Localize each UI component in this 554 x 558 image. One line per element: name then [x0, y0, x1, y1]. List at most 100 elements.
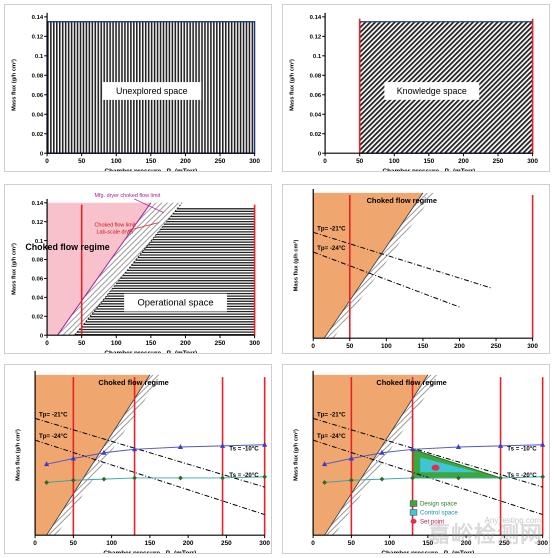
series-point-ts20 — [379, 476, 385, 482]
series-point-ts20 — [540, 474, 546, 480]
y-tick-label: 0.1 — [35, 54, 44, 60]
y-tick-label: 0.1 — [35, 239, 44, 245]
label-box — [102, 82, 202, 100]
y-axis-label: Mass flux (g/h cm²) — [292, 240, 299, 292]
series-label-ts: Ts = -20°C — [507, 472, 537, 479]
series-label-tp: Tp= -24°C — [317, 245, 346, 252]
label-choked: Choked flow regime — [376, 378, 446, 387]
series-line-tp — [313, 251, 460, 308]
series-point-ts20 — [178, 475, 183, 481]
y-tick-label: 0.06 — [310, 93, 322, 99]
chart-design-space: Tp= -21°C Tp= -24°C Ts = -10°C Ts = -20°C 0 5… — [292, 370, 548, 553]
y-tick-label: 0.12 — [32, 35, 44, 41]
x-axis-label: Chamber pressure , Pc (mTorr) — [381, 550, 474, 553]
legend-control-swatch — [409, 509, 418, 516]
label-lab-pointer — [128, 222, 159, 231]
y-tick-label: 0.06 — [32, 277, 44, 283]
y-tick-label: 0.08 — [32, 258, 44, 264]
x-tick-label: 250 — [215, 158, 226, 165]
label-box — [384, 82, 480, 100]
series-point-ts10 — [70, 455, 76, 461]
series-label-tp: Tp= -21°C — [317, 225, 346, 232]
series-point-ts10 — [409, 446, 416, 452]
series-point-ts10 — [348, 455, 354, 461]
x-tick-label: 0 — [311, 540, 315, 547]
chart-knowledge: 0 50 100 150 200 250 300 0 0.02 0.04 0.06 0.08 0.1 0.… — [288, 12, 538, 171]
series-point-ts20 — [220, 475, 225, 481]
series-point-ts20 — [498, 475, 503, 481]
series-point-ts10 — [497, 442, 504, 448]
x-axis-label: Chamber pressure , Pc (mTorr) — [382, 168, 475, 171]
x-tick-label: 150 — [423, 158, 434, 165]
panel-shelf-temps: Tp= -21°C Tp= -24°C Ts = -10°C Ts = -20°C 0 5… — [4, 364, 272, 554]
series-point-ts20 — [44, 480, 49, 485]
x-tick-label: 150 — [145, 340, 156, 347]
x-tick-label: 50 — [346, 343, 354, 350]
legend-control-label: Control space — [420, 509, 458, 516]
set-point — [431, 464, 440, 471]
series-label-tp: Tp= -21°C — [317, 411, 346, 418]
chart-isotherms: Tp= -21°CTp= -24°C050100150200250300Cham… — [292, 188, 538, 353]
y-axis-label: Mass flux (g/h cm²) — [292, 429, 299, 481]
x-tick-label: 300 — [527, 343, 538, 350]
x-tick-label: 0 — [45, 158, 49, 165]
watermark-small: AnyTesting.com — [484, 516, 541, 525]
series-point-ts10 — [379, 449, 385, 455]
x-tick-label: 50 — [348, 540, 356, 547]
x-tick-label: 150 — [145, 540, 156, 547]
series-point-ts10 — [540, 441, 546, 447]
x-tick-label: 100 — [389, 158, 400, 165]
series-point-ts20 — [456, 475, 461, 481]
x-tick-label: 100 — [381, 343, 392, 350]
series-point-ts20 — [132, 475, 137, 481]
series-point-ts10 — [322, 461, 328, 467]
y-tick-label: 0.14 — [32, 201, 44, 207]
y-axis-label: Mass flux (g/h cm²) — [14, 429, 21, 481]
x-axis-label: Chamber pressure , Pc (mTorr) — [103, 550, 196, 553]
y-axis-label: Mass flux (g/h cm²) — [10, 243, 17, 295]
y-tick-label: 0.08 — [32, 73, 44, 79]
series-line-tp — [312, 417, 543, 488]
x-tick-label: 300 — [527, 158, 538, 165]
x-tick-label: 200 — [180, 340, 191, 347]
series-point-ts10 — [177, 444, 184, 450]
x-tick-label: 100 — [106, 540, 117, 547]
x-tick-label: 50 — [78, 340, 86, 347]
label-mfg: Mfg. dryer choked flow limit — [95, 193, 161, 199]
y-tick-label: 0.1 — [313, 54, 322, 60]
label-choked: Choked flow regime — [367, 196, 437, 205]
y-axis-label: Mass flux (g/h cm²) — [288, 59, 295, 111]
x-tick-label: 200 — [458, 158, 469, 165]
x-axis-label: Chamber pressure , Pc (mTorr) — [104, 350, 197, 353]
choked-limit-line — [323, 192, 424, 339]
panel-isotherms: Tp= -21°CTp= -24°C050100150200250300Cham… — [282, 184, 550, 354]
panel-unexplored: 0 50 100 150 200 250 300 0 0.02 0.04 0.06 0.08 0.1 0.… — [4, 4, 272, 172]
x-tick-label: 50 — [356, 158, 364, 165]
x-tick-label: 250 — [221, 540, 232, 547]
x-tick-label: 0 — [323, 158, 327, 165]
x-tick-label: 300 — [537, 540, 548, 547]
y-tick-label: 0.14 — [310, 15, 322, 21]
x-tick-label: 250 — [491, 343, 502, 350]
x-tick-label: 0 — [45, 340, 49, 347]
mfg-limit-line — [57, 202, 152, 336]
choked-limit-line — [46, 374, 151, 536]
x-tick-label: 0 — [33, 540, 37, 547]
region-transition — [57, 202, 182, 336]
legend-design-swatch — [409, 500, 418, 507]
series-point-ts20 — [262, 474, 268, 480]
region-choked-edge — [324, 374, 440, 536]
series-point-ts20 — [101, 476, 107, 482]
y-tick-label: 0.14 — [32, 15, 44, 21]
x-tick-label: 100 — [384, 540, 395, 547]
region-choked — [313, 192, 423, 339]
x-tick-label: 150 — [418, 343, 429, 350]
series-line-tp — [312, 439, 543, 516]
series-point-ts10 — [101, 449, 107, 455]
chart-unexplored: 0 50 100 150 200 250 300 0 0.02 0.04 0.06 0.08 0.1 0.… — [10, 12, 260, 171]
series-point-ts10 — [131, 446, 138, 452]
series-label-ts: Ts = -10°C — [229, 446, 259, 453]
x-tick-label: 250 — [499, 540, 510, 547]
series-point-ts20 — [70, 477, 76, 483]
panel-design-space: Tp= -21°C Tp= -24°C Ts = -10°C Ts = -20°C 0 5… — [282, 364, 550, 554]
